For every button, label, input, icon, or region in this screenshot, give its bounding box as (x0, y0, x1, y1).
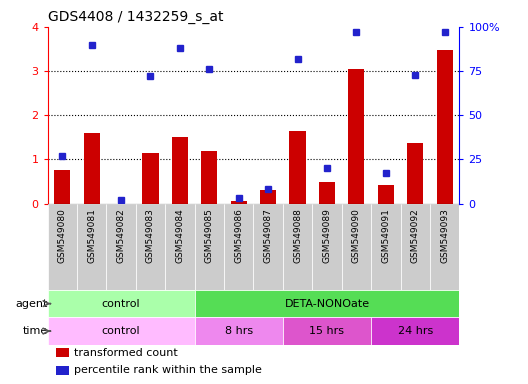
Bar (48, 204, 77, 290)
Text: 24 hrs: 24 hrs (398, 326, 433, 336)
Bar (172, 137, 188, 204)
Bar (289, 131, 306, 204)
Bar (77, 204, 106, 290)
Bar (407, 142, 423, 204)
Bar (195, 317, 283, 345)
Bar (283, 204, 312, 290)
Text: GSM549090: GSM549090 (352, 208, 361, 263)
Bar (56, 366, 69, 374)
Bar (56, 348, 69, 357)
Text: GSM549081: GSM549081 (87, 208, 96, 263)
Bar (54, 170, 70, 204)
Bar (83, 133, 100, 204)
Text: GSM549086: GSM549086 (234, 208, 243, 263)
Bar (201, 151, 218, 204)
Bar (106, 204, 136, 290)
Bar (283, 317, 371, 345)
Text: GSM549088: GSM549088 (293, 208, 302, 263)
Bar (348, 69, 364, 204)
Text: GSM549093: GSM549093 (440, 208, 449, 263)
Text: GSM549082: GSM549082 (117, 208, 126, 263)
Text: GSM549089: GSM549089 (323, 208, 332, 263)
Text: GSM549083: GSM549083 (146, 208, 155, 263)
Text: GSM549085: GSM549085 (205, 208, 214, 263)
Bar (195, 204, 224, 290)
Text: transformed count: transformed count (74, 348, 178, 358)
Text: GDS4408 / 1432259_s_at: GDS4408 / 1432259_s_at (48, 10, 223, 25)
Text: percentile rank within the sample: percentile rank within the sample (74, 365, 262, 375)
Text: GSM549091: GSM549091 (381, 208, 390, 263)
Bar (231, 201, 247, 204)
Text: 15 hrs: 15 hrs (309, 326, 344, 336)
Text: DETA-NONOate: DETA-NONOate (285, 299, 370, 309)
Bar (143, 153, 158, 204)
Bar (260, 190, 276, 204)
Bar (437, 50, 452, 204)
Bar (371, 204, 401, 290)
Text: agent: agent (15, 299, 48, 309)
Bar (342, 204, 371, 290)
Text: GSM549084: GSM549084 (175, 208, 184, 263)
Bar (401, 204, 430, 290)
Bar (136, 204, 165, 290)
Text: time: time (22, 326, 48, 336)
Text: control: control (102, 326, 140, 336)
Bar (319, 182, 335, 204)
Bar (430, 204, 459, 290)
Text: 8 hrs: 8 hrs (225, 326, 253, 336)
Text: control: control (102, 299, 140, 309)
Bar (195, 290, 459, 317)
Bar (48, 290, 195, 317)
Bar (48, 317, 195, 345)
Bar (165, 204, 195, 290)
Bar (371, 317, 459, 345)
Bar (378, 185, 394, 204)
Text: GSM549092: GSM549092 (411, 208, 420, 263)
Bar (253, 204, 283, 290)
Bar (224, 204, 253, 290)
Text: GSM549080: GSM549080 (58, 208, 67, 263)
Text: GSM549087: GSM549087 (263, 208, 272, 263)
Bar (312, 204, 342, 290)
